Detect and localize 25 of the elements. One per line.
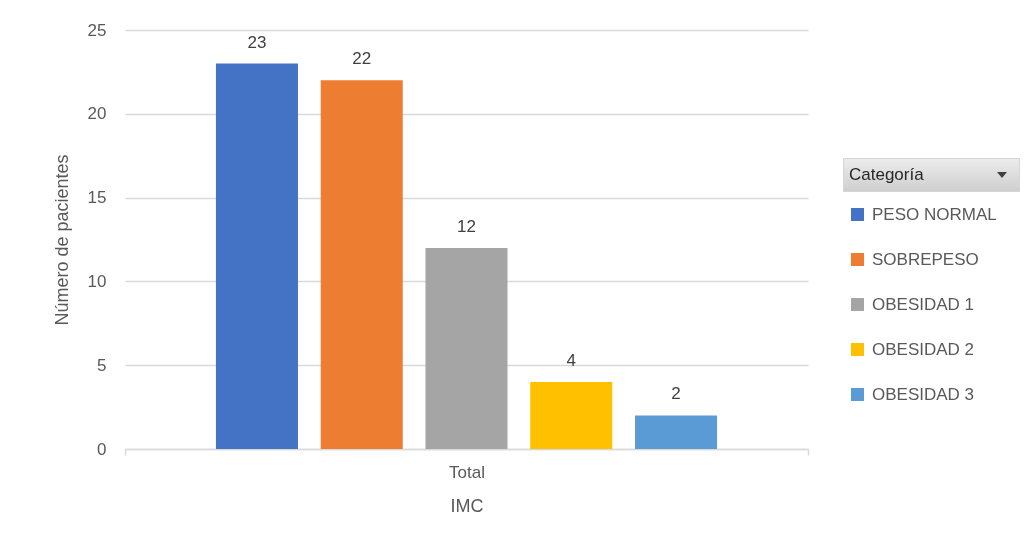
- bar: [215, 63, 298, 449]
- legend-label: PESO NORMAL: [872, 204, 997, 224]
- legend-label: OBESIDAD 1: [872, 294, 975, 314]
- x-axis-title: IMC: [450, 495, 484, 516]
- legend-label: OBESIDAD 3: [872, 384, 975, 404]
- y-tick-label: 5: [97, 355, 107, 375]
- y-tick-label: 25: [87, 20, 107, 40]
- y-tick-label: 20: [87, 104, 107, 124]
- y-tick-label: 0: [97, 439, 107, 459]
- data-label: 22: [352, 49, 372, 69]
- bar: [530, 381, 613, 449]
- legend-title: Categoría: [849, 165, 925, 184]
- data-label: 12: [457, 216, 476, 236]
- bar: [425, 247, 508, 449]
- bar: [320, 80, 403, 449]
- legend-label: OBESIDAD 2: [872, 339, 975, 359]
- y-axis-title: Número de pacientes: [51, 154, 72, 326]
- data-label: 2: [671, 384, 681, 404]
- y-tick-label: 15: [87, 188, 107, 208]
- legend-label: SOBREPESO: [872, 249, 979, 269]
- bar: [635, 415, 718, 449]
- x-tick-label: Total: [449, 462, 485, 482]
- y-tick-label: 10: [87, 271, 107, 291]
- data-label: 4: [566, 350, 577, 370]
- data-label: 23: [247, 32, 267, 52]
